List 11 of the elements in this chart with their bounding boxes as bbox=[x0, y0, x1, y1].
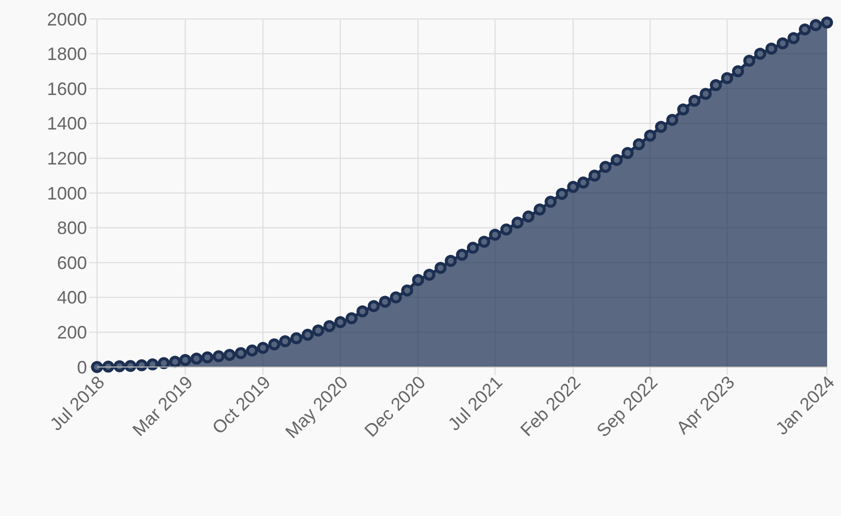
y-tick-label: 1000 bbox=[46, 183, 87, 204]
y-tick-label: 600 bbox=[56, 252, 87, 273]
y-tick-label: 400 bbox=[56, 288, 87, 308]
y-tick-label: 200 bbox=[56, 322, 87, 342]
y-tick-label: 2000 bbox=[46, 9, 87, 30]
y-tick-label: 1200 bbox=[46, 148, 87, 168]
y-tick-label: 1800 bbox=[46, 44, 87, 64]
y-tick-label: 800 bbox=[56, 218, 87, 238]
y-tick-label: 1400 bbox=[46, 114, 87, 134]
y-tick-label: 1600 bbox=[46, 78, 87, 99]
y-tick-label: 0 bbox=[76, 357, 87, 378]
